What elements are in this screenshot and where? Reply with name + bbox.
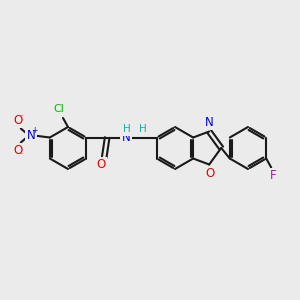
Text: H: H [123, 124, 131, 134]
Text: O: O [206, 167, 215, 180]
Text: ⁻: ⁻ [20, 112, 24, 121]
Text: H: H [139, 124, 146, 134]
Text: H: H [123, 124, 131, 134]
Text: O: O [13, 114, 22, 127]
Text: +: + [32, 126, 38, 135]
Text: ⁻: ⁻ [20, 150, 24, 159]
Text: O: O [13, 144, 22, 157]
Text: O: O [97, 158, 106, 171]
Text: Cl: Cl [54, 104, 64, 114]
Text: N: N [122, 131, 130, 144]
Text: F: F [270, 169, 277, 182]
Text: H: H [123, 124, 131, 134]
Text: N: N [205, 116, 214, 129]
Text: N: N [26, 129, 35, 142]
